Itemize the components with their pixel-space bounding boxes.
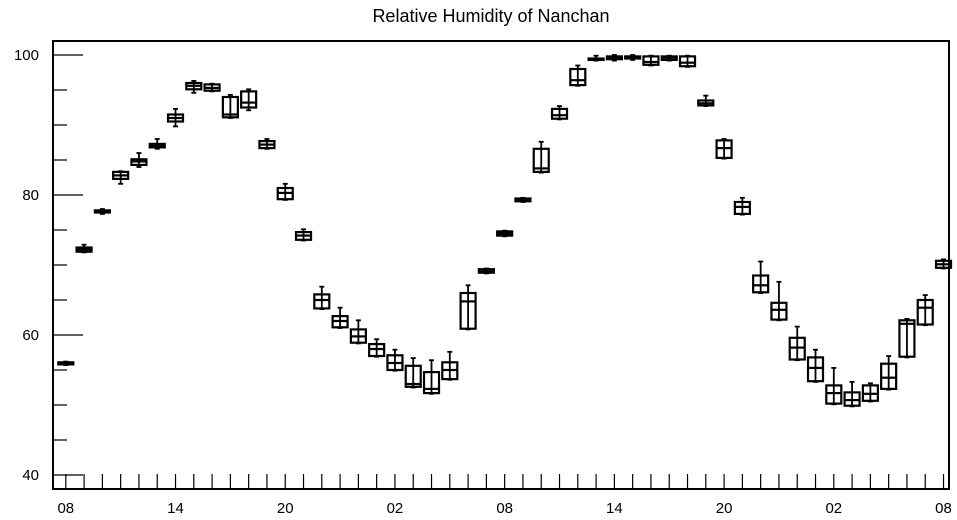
box-plot-item — [185, 80, 203, 94]
box-plot-item — [806, 348, 825, 383]
box-plot-item — [258, 138, 276, 150]
x-tick-label: 08 — [57, 500, 74, 517]
box-plot-item — [130, 152, 148, 168]
chart-title: Relative Humidity of Nanchan — [372, 6, 609, 26]
box-plot-item — [788, 325, 806, 362]
x-tick-label: 02 — [387, 500, 404, 517]
box-plot-item — [422, 359, 441, 395]
x-tick-label: 02 — [825, 500, 842, 517]
x-tick-label: 20 — [277, 500, 294, 517]
box-plot-item — [752, 260, 770, 294]
y-tick-label: 80 — [22, 187, 39, 204]
box-plot-item — [532, 140, 550, 174]
box-plot-item — [221, 94, 239, 119]
box-plot-item — [331, 306, 349, 329]
box-plot-item — [240, 88, 258, 112]
box-plot-item — [934, 258, 953, 270]
x-tick-label: 08 — [935, 500, 952, 517]
box-plot-item — [148, 138, 166, 150]
box-plot-item — [166, 108, 185, 128]
box-plot-item — [294, 228, 313, 242]
box-plot-item — [624, 54, 642, 61]
y-tick-label: 60 — [22, 327, 39, 344]
box-series — [57, 54, 953, 408]
box-plot-item — [368, 338, 386, 358]
box-plot-item — [550, 105, 569, 121]
box-plot-item — [386, 348, 404, 372]
box-plot-item — [569, 64, 587, 87]
x-tick-label: 14 — [167, 500, 184, 517]
box-plot-item — [825, 366, 843, 406]
box-plot-item — [313, 285, 331, 311]
box-plot-item — [203, 82, 221, 93]
box-plot-item — [587, 54, 605, 62]
box-plot-item — [349, 319, 367, 345]
box-plot-item — [514, 196, 532, 203]
box-plot-item — [496, 229, 514, 238]
box-plot-item — [880, 355, 898, 391]
box-plot-item — [459, 284, 477, 331]
box-plot-item — [93, 208, 111, 215]
y-tick-label: 40 — [22, 467, 39, 484]
box-plot-item — [605, 54, 623, 62]
box-plot-item — [715, 138, 733, 160]
x-axis: 08 14 20 02 08 14 20 02 08 — [57, 474, 952, 517]
box-plot-item — [843, 380, 861, 408]
box-plot-item — [660, 54, 678, 62]
x-tick-label: 14 — [606, 500, 623, 517]
box-plot-item — [57, 360, 75, 367]
plot-frame — [52, 40, 950, 490]
box-plot-item — [441, 350, 459, 381]
box-plot-item — [898, 317, 916, 359]
x-tick-label: 08 — [496, 500, 513, 517]
box-plot-item — [678, 54, 697, 68]
x-tick-label: 20 — [716, 500, 733, 517]
box-plot-item — [477, 267, 495, 275]
y-axis: 40 60 80 100 — [14, 47, 83, 484]
box-plot-item — [75, 243, 93, 254]
box-plot-item — [861, 382, 879, 403]
box-plot-item — [276, 182, 294, 201]
box-plot-item — [404, 357, 422, 389]
box-plot-item — [733, 196, 751, 216]
y-tick-label: 100 — [14, 47, 39, 64]
box-plot-item — [770, 280, 788, 322]
box-plot-item — [642, 54, 660, 67]
box-plot-item — [916, 294, 934, 327]
box-plot-item — [697, 94, 715, 107]
box-plot-item — [112, 170, 130, 185]
